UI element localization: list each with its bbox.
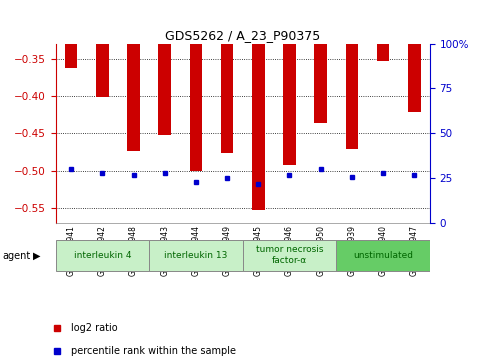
Text: interleukin 4: interleukin 4 bbox=[73, 250, 131, 260]
Bar bbox=[158, 44, 171, 135]
Text: interleukin 13: interleukin 13 bbox=[164, 250, 227, 260]
FancyBboxPatch shape bbox=[242, 240, 336, 270]
FancyBboxPatch shape bbox=[336, 240, 430, 270]
Bar bbox=[221, 44, 233, 153]
FancyBboxPatch shape bbox=[56, 240, 149, 270]
Bar bbox=[377, 44, 389, 61]
Text: log2 ratio: log2 ratio bbox=[71, 323, 117, 333]
Text: percentile rank within the sample: percentile rank within the sample bbox=[71, 346, 236, 356]
Bar bbox=[283, 44, 296, 165]
Text: agent: agent bbox=[2, 251, 30, 261]
Bar bbox=[190, 44, 202, 171]
Text: ▶: ▶ bbox=[33, 251, 41, 261]
Bar bbox=[314, 44, 327, 123]
FancyBboxPatch shape bbox=[149, 240, 242, 270]
Title: GDS5262 / A_23_P90375: GDS5262 / A_23_P90375 bbox=[165, 29, 320, 42]
Text: unstimulated: unstimulated bbox=[353, 250, 413, 260]
Bar bbox=[128, 44, 140, 151]
Bar bbox=[408, 44, 421, 113]
Bar bbox=[252, 44, 265, 210]
Bar bbox=[346, 44, 358, 149]
Text: tumor necrosis
factor-α: tumor necrosis factor-α bbox=[256, 245, 323, 265]
Bar bbox=[65, 44, 77, 68]
Bar bbox=[96, 44, 109, 97]
